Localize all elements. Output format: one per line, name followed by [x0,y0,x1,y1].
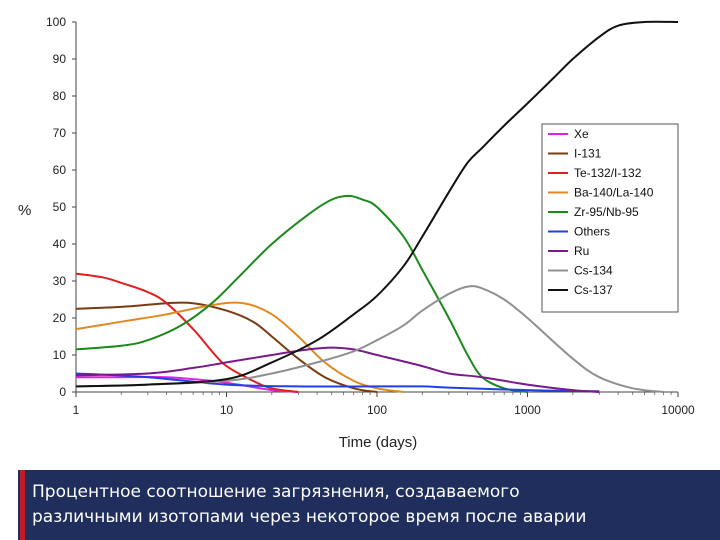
y-tick-label: 20 [53,311,67,325]
caption-text: Процентное соотношение загрязнения, созд… [32,480,714,530]
legend-label-cs-134: Cs-134 [574,264,613,278]
caption-line-2: различными изотопами через некоторое вре… [32,507,587,527]
legend-label-xe: Xe [574,127,589,141]
series-line-cs-134 [75,285,664,393]
legend-box [541,123,679,313]
legend-label-cs-137: Cs-137 [574,283,613,297]
y-tick-label: 30 [53,274,67,288]
series-layer [75,20,679,393]
series-line-xe [76,375,299,393]
legend-label-ba-140-la-140: Ba-140/La-140 [574,186,654,200]
y-tick-label: 10 [53,348,67,362]
legend: Xe I-131 Te-132/I-132 Ba-140/La-140 Zr-95/Nb… [541,123,679,313]
series-line-te-132-i-132 [75,272,299,393]
caption-banner: Процентное соотношение загрязнения, созд… [18,470,720,540]
legend-label-te-132-i-132: Te-132/I-132 [574,166,642,180]
x-tick-label: 10 [220,403,234,417]
caption-line-1: Процентное соотношение загрязнения, созд… [32,482,520,502]
y-tick-label: 90 [53,52,67,66]
y-tick-label: 40 [53,237,67,251]
y-tick-label: 0 [59,385,66,399]
series-line-i-131 [75,301,378,393]
legend-label-others: Others [574,225,610,239]
x-tick-label: 1 [73,403,80,417]
series-line-ru [75,346,600,393]
caption-accent-bar [20,470,25,540]
y-axis-ticks: 0 10 20 30 40 50 60 70 80 90 100 [46,15,76,399]
y-tick-label: 70 [53,126,67,140]
x-tick-label: 1000 [514,403,541,417]
y-tick-label: 80 [53,89,67,103]
x-tick-label: 100 [367,403,387,417]
x-tick-label: 10000 [661,403,695,417]
y-tick-label: 100 [46,15,66,29]
series-line-ba-140-la-140 [75,301,404,393]
y-tick-label: 50 [53,200,67,214]
legend-label-ru: Ru [574,244,589,258]
y-tick-label: 60 [53,163,67,177]
legend-label-zr-95-nb-95: Zr-95/Nb-95 [574,205,639,219]
legend-label-i-131: I-131 [574,147,602,161]
x-axis-ticks: 1 10 100 1000 10000 [73,392,695,417]
x-axis-title: Time (days) [339,434,418,451]
series-line-zr-95-nb-95 [75,194,528,393]
series-line-others [75,372,600,393]
y-axis-title: % [18,202,31,219]
series-line-cs-137 [75,20,679,388]
